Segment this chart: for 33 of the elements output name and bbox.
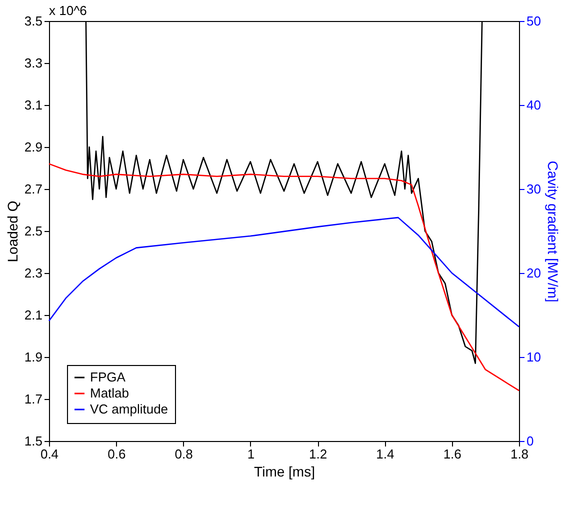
legend-label: FPGA [90, 370, 126, 384]
x-tick-label: 0.6 [108, 446, 126, 462]
legend-label: Matlab [90, 386, 130, 400]
y-tick-label: 3.1 [24, 98, 42, 112]
text: x 10^6 [49, 3, 87, 18]
x-tick-label: 1.8 [510, 446, 529, 462]
line-series [48, 216, 520, 328]
y2-tick-label: 0 [526, 434, 534, 448]
y2-tick-label: 30 [526, 182, 541, 196]
x-tick-label: 1.6 [443, 446, 462, 462]
y-tick-label: 2.1 [24, 308, 42, 322]
x-tick-label: 0.8 [174, 446, 193, 462]
y-tick-label: 1.5 [24, 434, 42, 448]
x-tick-label: 1.2 [309, 446, 328, 462]
y2-tick-label: 10 [526, 350, 541, 364]
y-tick-label: 2.5 [24, 224, 42, 238]
y-tick-label: 3.3 [24, 56, 42, 70]
x-tick-label: 0.4 [40, 446, 59, 462]
legend-label: VC amplitude [90, 402, 168, 416]
y2-axis-title: Cavity gradient [MV/m] [544, 160, 561, 302]
y-axis-title: Loaded Q [4, 200, 20, 262]
y-tick-label: 2.3 [24, 266, 42, 280]
y-tick-label: 2.7 [24, 182, 42, 196]
y-tick-label: 2.9 [24, 140, 42, 154]
x-tick-label: 1 [247, 446, 255, 462]
y-tick-label: 1.7 [24, 392, 42, 406]
y-tick-label: 1.9 [24, 350, 42, 364]
y2-tick-label: 20 [526, 266, 541, 280]
y2-tick-label: 50 [526, 14, 541, 28]
y-tick-label: 3.5 [24, 14, 42, 28]
x-axis-title: Time [ms] [254, 464, 315, 480]
y2-tick-label: 40 [526, 98, 541, 112]
x-tick-label: 1.4 [376, 446, 394, 462]
